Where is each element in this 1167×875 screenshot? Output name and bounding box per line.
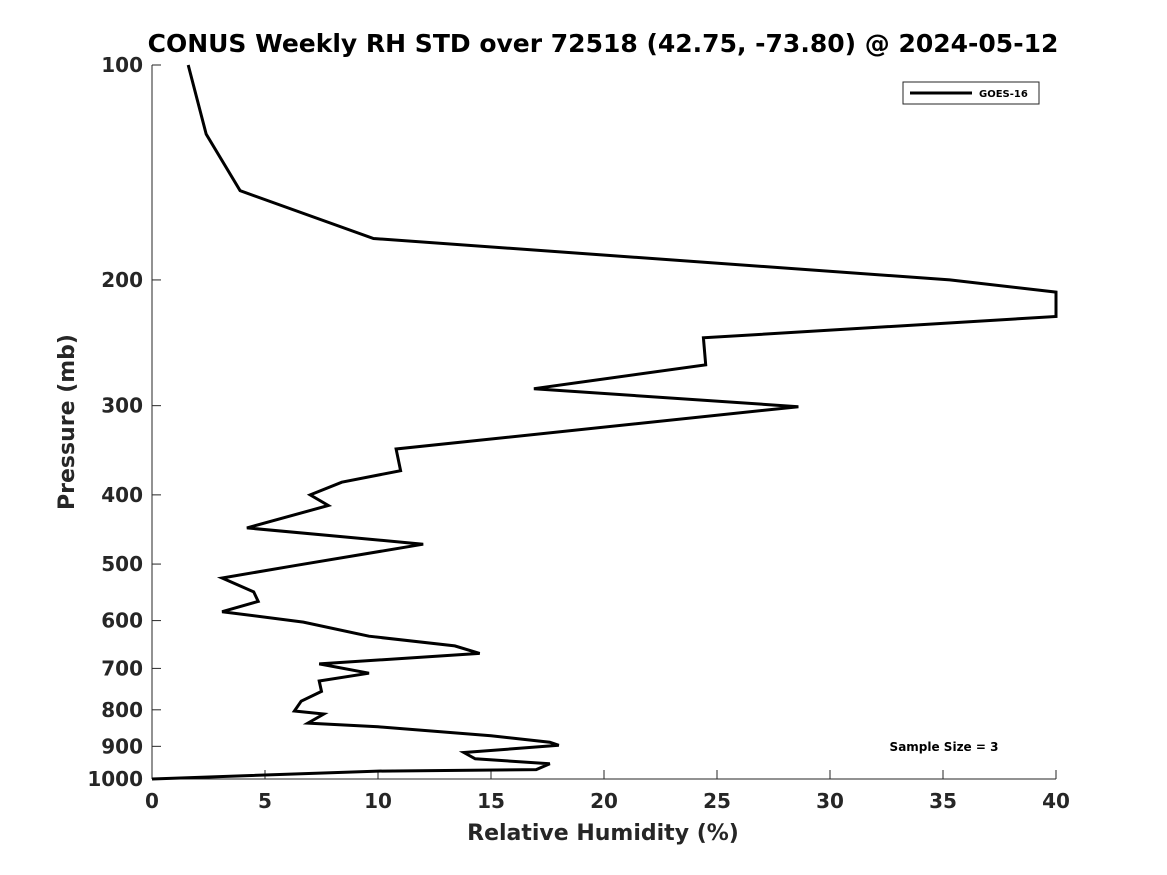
y-tick-label: 400	[101, 483, 143, 507]
x-axis-label: Relative Humidity (%)	[467, 821, 739, 846]
x-tick-label: 35	[929, 789, 957, 813]
y-tick-label: 800	[101, 698, 143, 722]
series-line-goes-16	[151, 64, 1058, 781]
y-tick-label: 100	[101, 53, 143, 77]
x-tick-label: 5	[258, 789, 272, 813]
plot-area: 0 5 10 15 20 25 30 35 40 100 200 300 400 500 600 700 80…	[87, 53, 1070, 813]
y-axis-ticks: 100 200 300 400 500 600 700 800 900 1000	[87, 53, 161, 791]
legend: GOES-16	[902, 81, 1040, 105]
y-tick-label: 1000	[87, 767, 143, 791]
x-tick-label: 40	[1042, 789, 1070, 813]
plot-background	[152, 65, 1056, 779]
y-tick-label: 200	[101, 268, 143, 292]
x-tick-label: 15	[477, 789, 505, 813]
y-tick-label: 700	[101, 656, 143, 680]
legend-label-goes-16: GOES-16	[979, 89, 1028, 100]
series-layer	[151, 64, 1058, 781]
x-tick-label: 25	[703, 789, 731, 813]
y-tick-label: 900	[101, 734, 143, 758]
y-tick-label: 500	[101, 552, 143, 576]
x-tick-label: 30	[816, 789, 844, 813]
x-axis-ticks: 0 5 10 15 20 25 30 35 40	[145, 770, 1070, 813]
x-tick-label: 10	[364, 789, 392, 813]
chart-title: CONUS Weekly RH STD over 72518 (42.75, -…	[148, 29, 1059, 58]
x-tick-label: 0	[145, 789, 159, 813]
x-tick-label: 20	[590, 789, 618, 813]
y-axis-label: Pressure (mb)	[55, 334, 80, 510]
y-tick-label: 300	[101, 394, 143, 418]
y-tick-label: 600	[101, 609, 143, 633]
sample-size-annotation: Sample Size = 3	[890, 740, 999, 754]
